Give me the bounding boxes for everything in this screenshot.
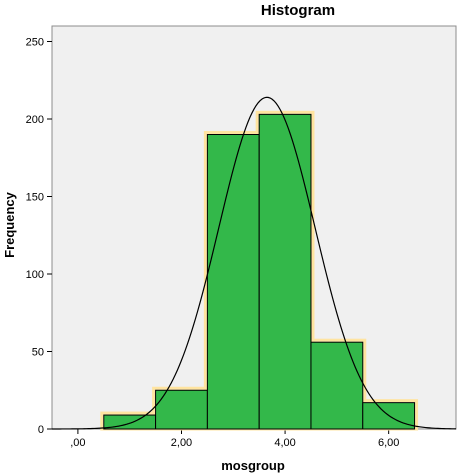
normal-curve xyxy=(52,96,457,430)
chart-title: Histogram xyxy=(261,2,335,19)
y-tick-label: 100 xyxy=(26,269,44,281)
y-tick-label: 0 xyxy=(38,424,44,436)
histogram-bar xyxy=(258,113,312,430)
histogram-bar xyxy=(310,341,364,430)
x-tick-label: ,00 xyxy=(70,437,85,449)
x-tick-label: 2,00 xyxy=(171,437,192,449)
y-tick-label: 250 xyxy=(26,37,44,49)
y-axis: 0 50 100 150 200 250 xyxy=(26,37,52,436)
x-axis: ,00 2,00 4,00 6,00 xyxy=(70,429,399,449)
x-tick-label: 4,00 xyxy=(274,437,295,449)
x-tick-label: 6,00 xyxy=(378,437,399,449)
x-axis-title: mosgroup xyxy=(221,458,285,473)
bar-group xyxy=(103,113,416,430)
y-tick-label: 150 xyxy=(26,192,44,204)
y-axis-title: Frequency xyxy=(2,191,17,258)
histogram-bar xyxy=(206,134,260,430)
y-tick-label: 50 xyxy=(32,347,44,359)
histogram-bar xyxy=(362,402,416,430)
y-tick-label: 200 xyxy=(26,114,44,126)
